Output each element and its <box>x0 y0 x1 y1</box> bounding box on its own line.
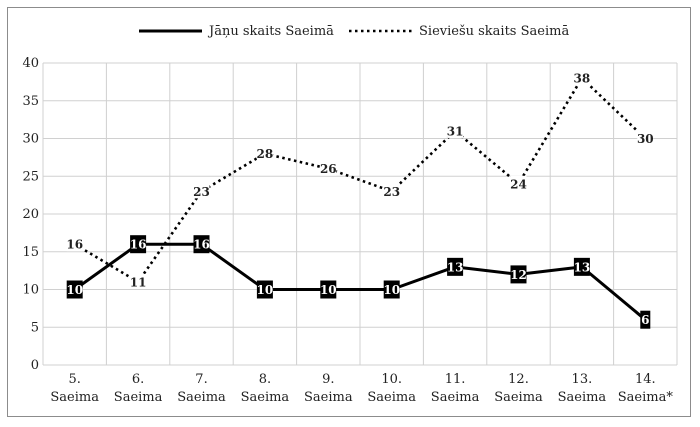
data-marker-janu <box>510 265 527 284</box>
data-label-janu: 16 <box>193 238 210 252</box>
data-marker-janu <box>66 280 83 299</box>
y-tick-label: 15 <box>22 245 39 260</box>
x-tick-label: 9. Saeima <box>304 372 353 405</box>
data-label-janu: 13 <box>574 260 591 274</box>
data-marker-janu <box>383 280 400 299</box>
data-marker-janu <box>447 257 464 276</box>
x-tick-label: 11. Saeima <box>431 372 480 405</box>
data-label-bg-sieviesu <box>573 70 590 86</box>
data-label-bg-sieviesu <box>383 183 400 199</box>
x-tick-label: 6. Saeima <box>114 372 163 405</box>
data-marker-janu <box>256 280 273 299</box>
data-label-layer: 10 16 16 10 10 10 13 12 13 6 16 11 23 28 26 23 31 24 38 30 <box>66 70 654 329</box>
grid-layer <box>42 62 678 366</box>
data-label-bg-sieviesu <box>193 183 210 199</box>
y-tick-label: 10 <box>22 283 39 298</box>
x-tick-label: 12. Saeima <box>494 372 543 405</box>
x-tick-label: 14. Saeima* <box>618 372 674 405</box>
y-tick-label: 35 <box>22 94 39 109</box>
axis-layer: 0 5 10 15 20 25 30 35 40 5. Saeima 6. Saeima 7. Saeima… <box>22 56 673 405</box>
y-tick-label: 0 <box>31 358 39 373</box>
data-label-sieviesu: 26 <box>320 162 337 176</box>
y-tick-label: 40 <box>22 56 39 71</box>
data-label-bg-sieviesu <box>637 130 654 146</box>
data-label-janu: 13 <box>447 260 464 274</box>
x-tick-label: 5. Saeima <box>50 372 99 405</box>
data-label-sieviesu: 16 <box>66 238 83 252</box>
data-label-janu: 10 <box>66 283 83 297</box>
x-tick-label: 13. Saeima <box>558 372 607 405</box>
y-tick-label: 20 <box>22 207 39 222</box>
data-label-janu: 16 <box>130 238 147 252</box>
legend-label-sieviesu: Sieviešu skaits Saeimā <box>419 24 569 39</box>
legend: Jāņu skaits Saeimā Sieviešu skaits Saeim… <box>139 24 569 39</box>
data-label-sieviesu: 28 <box>257 147 274 161</box>
data-label-janu: 10 <box>257 283 274 297</box>
data-label-sieviesu: 23 <box>383 185 400 199</box>
y-tick-label: 5 <box>31 320 39 335</box>
data-marker-janu <box>573 257 590 276</box>
data-label-sieviesu: 38 <box>574 72 591 86</box>
data-label-bg-sieviesu <box>320 160 337 176</box>
data-label-janu: 6 <box>641 313 649 327</box>
data-label-bg-sieviesu <box>510 175 527 191</box>
data-marker-janu <box>193 235 210 254</box>
data-label-bg-sieviesu <box>66 236 83 252</box>
data-label-janu: 12 <box>510 268 527 282</box>
data-label-bg-sieviesu <box>447 122 464 138</box>
data-label-bg-sieviesu <box>130 273 147 289</box>
y-tick-label: 25 <box>22 169 39 184</box>
data-label-bg-sieviesu <box>256 145 273 161</box>
data-marker-janu <box>320 280 337 299</box>
data-label-sieviesu: 30 <box>637 132 654 146</box>
data-marker-janu <box>640 310 651 329</box>
legend-label-janu: Jāņu skaits Saeimā <box>207 24 334 39</box>
data-label-sieviesu: 23 <box>193 185 210 199</box>
data-marker-janu <box>130 235 147 254</box>
x-tick-label: 10. Saeima <box>367 372 416 405</box>
data-label-sieviesu: 11 <box>130 275 147 289</box>
series-layer <box>73 76 647 321</box>
data-label-janu: 10 <box>383 283 400 297</box>
data-label-sieviesu: 24 <box>510 177 527 191</box>
x-tick-label: 8. Saeima <box>241 372 290 405</box>
y-tick-label: 30 <box>22 132 39 147</box>
data-label-janu: 10 <box>320 283 337 297</box>
data-label-sieviesu: 31 <box>447 124 464 138</box>
series-line-janu <box>73 242 647 321</box>
x-tick-label: 7. Saeima <box>177 372 226 405</box>
